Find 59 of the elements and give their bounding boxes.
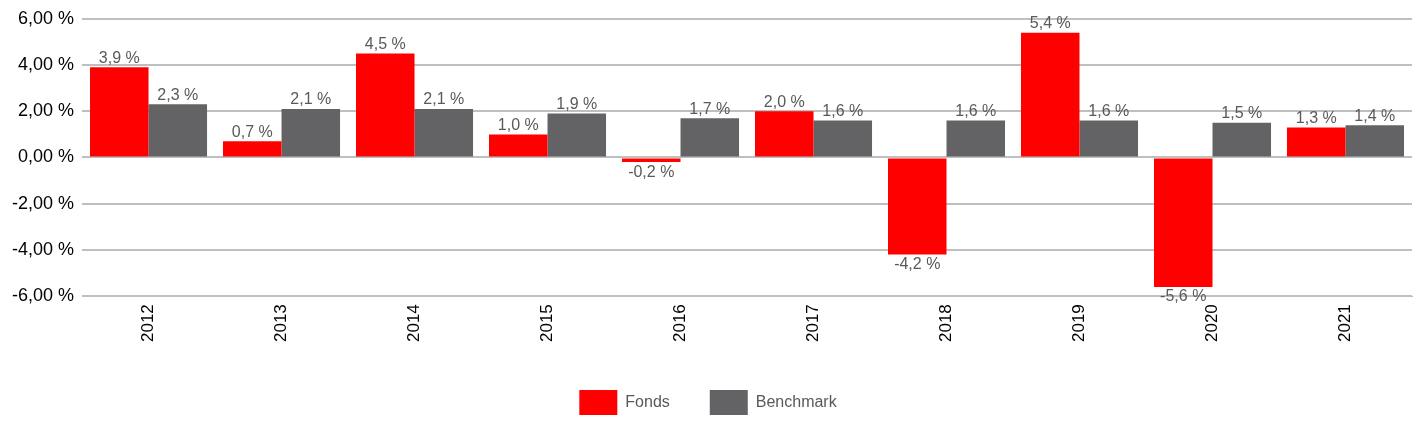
bar xyxy=(1212,122,1272,157)
y-tick-label: -2,00 % xyxy=(11,192,75,213)
y-tick-label: -4,00 % xyxy=(11,238,75,259)
data-label: 1,3 % xyxy=(1295,108,1337,126)
data-label: -5,6 % xyxy=(1160,287,1207,305)
data-label: 1,0 % xyxy=(497,115,539,133)
data-label: 1,7 % xyxy=(689,99,731,117)
x-tick-label: 2015 xyxy=(537,304,557,343)
data-label: 1,6 % xyxy=(822,101,864,119)
x-tick-label: 2018 xyxy=(936,304,956,343)
y-tick-label: 4,00 % xyxy=(17,54,75,74)
data-label: 2,1 % xyxy=(423,90,465,108)
data-label: 1,6 % xyxy=(1088,101,1130,119)
data-label: 4,5 % xyxy=(364,34,406,52)
bar xyxy=(1153,158,1213,287)
x-tick-label: 2014 xyxy=(404,304,424,343)
y-tick-label: 6,00 % xyxy=(17,7,75,28)
bar xyxy=(622,158,681,163)
x-tick-label: 2012 xyxy=(138,304,158,343)
data-label: 0,7 % xyxy=(231,122,273,140)
bar xyxy=(1286,127,1346,157)
data-label: 5,4 % xyxy=(1029,14,1071,32)
data-label: -4,2 % xyxy=(894,254,941,272)
bar xyxy=(1345,125,1405,157)
legend-label: Fonds xyxy=(625,392,670,410)
data-label: 1,6 % xyxy=(955,101,997,119)
y-tick-label: 0,00 % xyxy=(17,146,75,167)
bar xyxy=(946,120,1006,157)
data-label: 2,0 % xyxy=(763,92,805,110)
x-tick-label: 2019 xyxy=(1069,304,1089,343)
data-label: -0,2 % xyxy=(628,162,675,180)
bar xyxy=(1020,32,1080,157)
x-tick-label: 2021 xyxy=(1335,304,1355,343)
bar xyxy=(887,158,947,255)
bar xyxy=(281,108,341,157)
x-tick-label: 2017 xyxy=(803,304,823,343)
bar xyxy=(813,120,873,157)
data-label: 2,3 % xyxy=(157,85,199,103)
bar xyxy=(414,108,474,157)
data-label: 1,5 % xyxy=(1221,104,1263,122)
bar xyxy=(90,67,149,157)
legend-label: Benchmark xyxy=(755,392,838,410)
data-label: 1,9 % xyxy=(556,94,598,112)
bar xyxy=(755,111,814,157)
y-tick-label: -6,00 % xyxy=(11,285,75,306)
y-tick-label: 2,00 % xyxy=(17,100,75,121)
x-tick-label: 2016 xyxy=(670,304,690,343)
bar xyxy=(1079,120,1139,157)
bar xyxy=(489,134,548,157)
bar xyxy=(148,104,208,157)
data-label: 3,9 % xyxy=(98,48,140,66)
bar xyxy=(223,141,282,157)
x-tick-label: 2013 xyxy=(271,304,291,343)
bar xyxy=(356,53,415,157)
data-label: 1,4 % xyxy=(1354,106,1396,124)
bar xyxy=(547,113,607,157)
bar xyxy=(680,118,740,157)
data-label: 2,1 % xyxy=(290,90,332,108)
x-tick-label: 2020 xyxy=(1202,304,1222,343)
